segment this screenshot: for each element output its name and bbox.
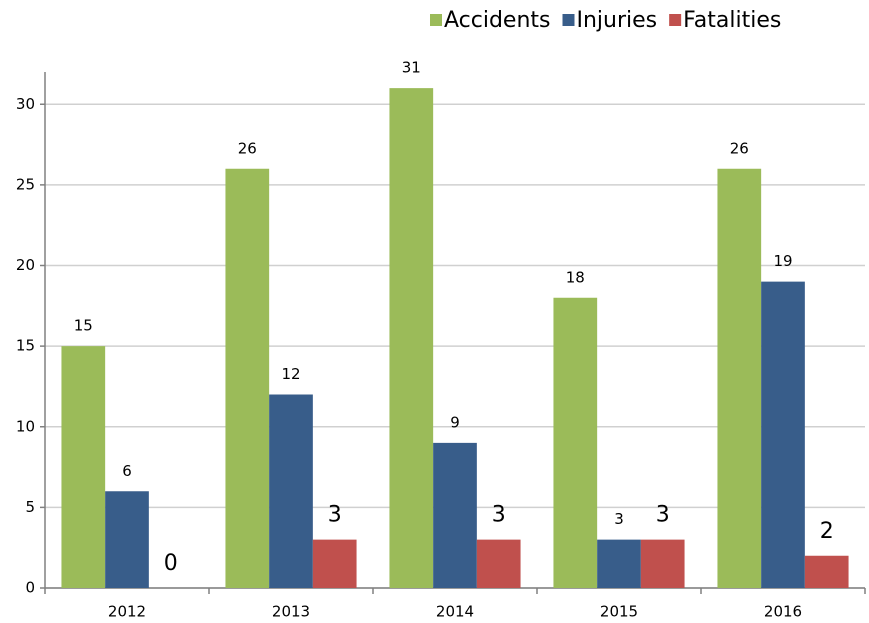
data-label: 3 xyxy=(614,510,624,528)
x-tick-label: 2013 xyxy=(272,603,310,621)
legend-label: Fatalities xyxy=(683,8,781,33)
x-tick-label: 2015 xyxy=(600,603,638,621)
data-label: 18 xyxy=(566,268,585,286)
y-tick-label: 5 xyxy=(25,498,35,516)
data-label: 3 xyxy=(492,503,506,528)
data-label: 6 xyxy=(122,462,132,480)
y-tick-label: 25 xyxy=(16,175,35,193)
bar xyxy=(105,491,149,588)
y-tick-label: 0 xyxy=(25,579,35,597)
data-label: 26 xyxy=(730,139,749,157)
legend-swatch xyxy=(669,14,682,26)
bar xyxy=(761,281,805,588)
y-tick-label: 15 xyxy=(16,337,35,355)
data-label: 15 xyxy=(74,317,93,335)
bar xyxy=(61,346,106,588)
data-label: 12 xyxy=(281,365,300,383)
bar xyxy=(597,539,641,588)
y-tick-label: 30 xyxy=(16,95,35,113)
legend-swatch xyxy=(430,14,442,26)
y-tick-label: 20 xyxy=(16,256,35,274)
data-label: 9 xyxy=(450,413,460,431)
bar xyxy=(433,442,477,588)
bar xyxy=(717,168,762,588)
data-label: 2 xyxy=(820,519,834,544)
legend-swatch xyxy=(562,14,575,26)
data-label: 26 xyxy=(238,139,257,157)
x-tick-label: 2012 xyxy=(108,603,146,621)
data-label: 3 xyxy=(656,503,670,528)
data-label: 31 xyxy=(402,59,421,77)
data-label: 3 xyxy=(328,503,342,528)
x-tick-label: 2016 xyxy=(764,603,802,621)
bar xyxy=(804,555,849,588)
x-tick-label: 2014 xyxy=(436,603,474,621)
bar xyxy=(389,88,434,588)
legend-label: Accidents xyxy=(444,8,551,33)
data-label: 0 xyxy=(164,551,178,576)
bar xyxy=(476,539,521,588)
bar xyxy=(225,168,270,588)
bar xyxy=(269,394,313,588)
bar xyxy=(553,297,598,588)
bar xyxy=(640,539,685,588)
data-label: 19 xyxy=(773,252,792,270)
y-tick-label: 10 xyxy=(16,417,35,435)
bar xyxy=(312,539,357,588)
legend-label: Injuries xyxy=(577,8,658,33)
